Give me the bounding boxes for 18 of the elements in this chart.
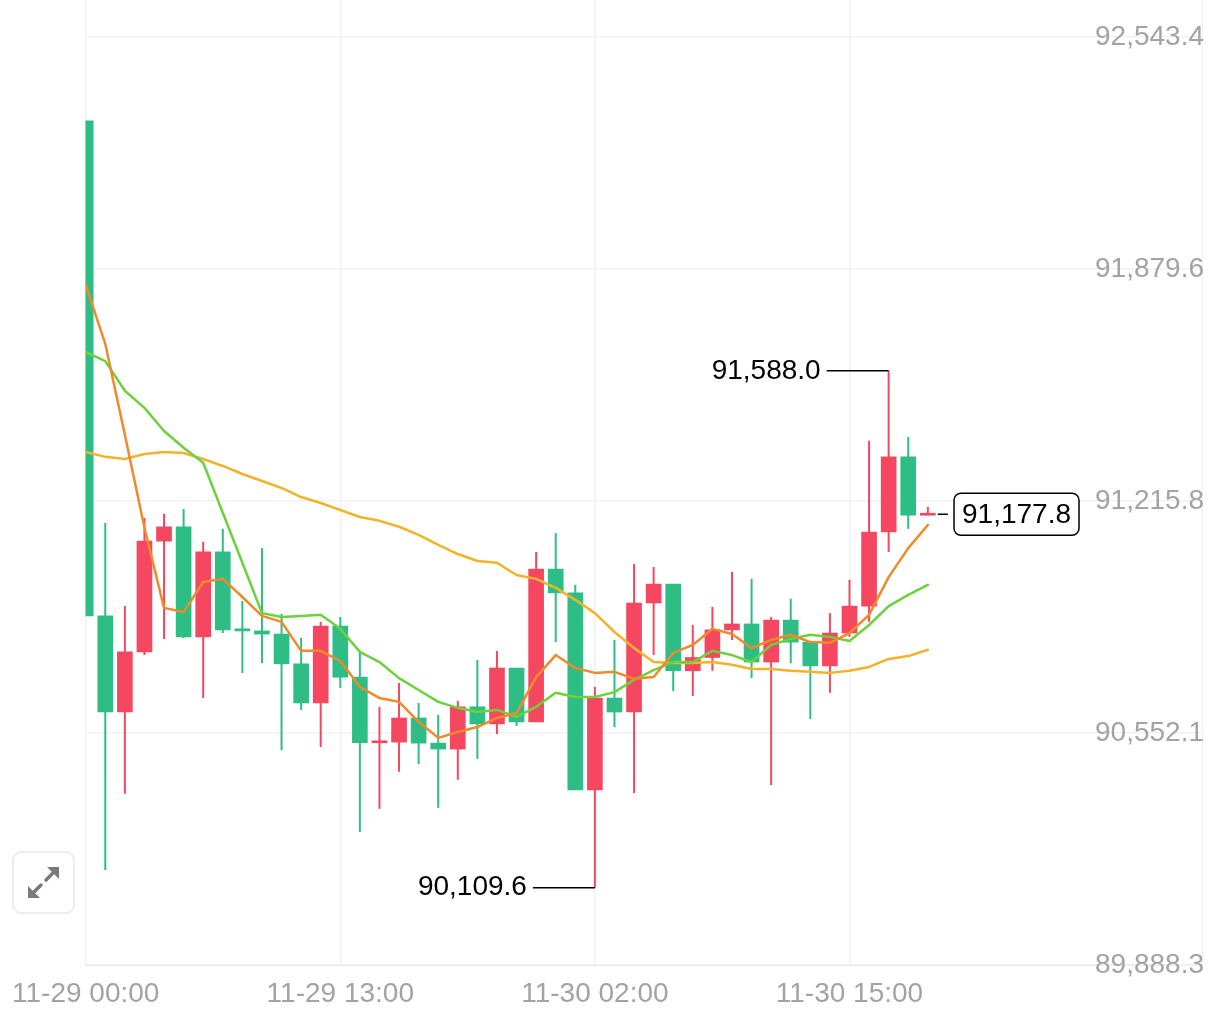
y-tick-label: 91,215.8 bbox=[1095, 483, 1204, 515]
ref-line-label: 90,109.6 bbox=[417, 870, 527, 902]
ref-line-label: 91,177.8 bbox=[962, 497, 1072, 529]
x-tick-label: 11-30 15:00 bbox=[775, 976, 924, 1008]
y-tick-label: 90,552.1 bbox=[1095, 715, 1204, 747]
x-tick-label: 11-29 00:00 bbox=[12, 976, 160, 1008]
candlestick bbox=[371, 705, 388, 810]
y-tick-label: 89,888.3 bbox=[1095, 947, 1204, 979]
candlestick bbox=[645, 565, 662, 657]
candlestick bbox=[430, 713, 447, 809]
x-tick-label: 11-30 02:00 bbox=[521, 976, 669, 1008]
candlestick bbox=[156, 512, 172, 640]
ref-line-label: 91,588.0 bbox=[711, 353, 821, 385]
y-tick-label: 92,543.4 bbox=[1095, 19, 1204, 51]
candlestick bbox=[724, 570, 740, 642]
candlestick bbox=[606, 639, 623, 729]
x-tick-label: 11-29 13:00 bbox=[266, 976, 414, 1008]
y-tick-label: 91,879.6 bbox=[1095, 251, 1204, 283]
